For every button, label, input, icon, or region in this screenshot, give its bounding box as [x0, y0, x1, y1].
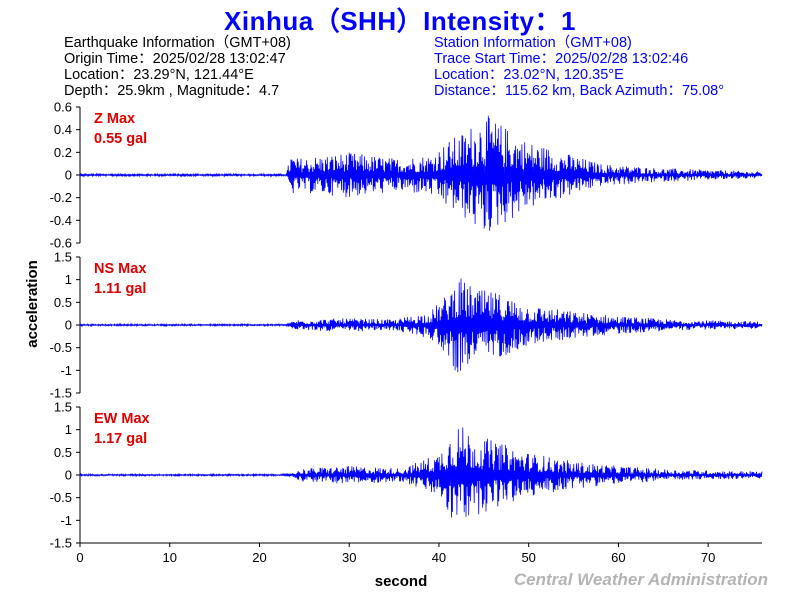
- y-tick-label: 0: [65, 168, 72, 183]
- y-tick-label: 1: [65, 422, 72, 437]
- trace-ns: [79, 278, 763, 373]
- y-tick-label: -1.5: [50, 386, 72, 401]
- x-axis-label: second: [375, 573, 428, 590]
- y-tick-label: 0.5: [54, 295, 72, 310]
- y-tick-label: -0.5: [50, 490, 72, 505]
- y-tick-label: -0.2: [50, 190, 72, 205]
- max-value-ns: 1.11 gal: [94, 281, 146, 297]
- y-tick-label: -0.6: [50, 236, 72, 251]
- station-info: Station Information（GMT+08) Trace Start …: [434, 35, 724, 99]
- station-info-heading: Station Information（GMT+08): [434, 35, 632, 51]
- x-tick-label: 30: [342, 550, 356, 565]
- y-tick-label: 0.6: [54, 100, 72, 115]
- max-label-z: Z Max: [94, 111, 135, 127]
- y-tick-label: 0.5: [54, 445, 72, 460]
- y-tick-label: -1: [60, 513, 72, 528]
- x-tick-label: 10: [163, 550, 177, 565]
- y-axis-label: acceleration: [24, 260, 41, 348]
- x-tick-label: 60: [611, 550, 625, 565]
- y-tick-label: 1.5: [54, 250, 72, 265]
- depth-magnitude: Depth：25.9km , Magnitude：4.7: [64, 83, 280, 99]
- y-tick-label: -1.5: [50, 536, 72, 551]
- y-tick-label: 0: [65, 468, 72, 483]
- epicenter-location: Location：23.29°N, 121.44°E: [64, 67, 254, 83]
- trace-z: [79, 115, 763, 231]
- station-location: Location：23.02°N, 120.35°E: [434, 67, 624, 83]
- y-tick-label: -0.5: [50, 340, 72, 355]
- y-tick-label: -1: [60, 363, 72, 378]
- y-tick-label: -0.4: [50, 213, 72, 228]
- y-tick-label: 0.4: [54, 122, 72, 137]
- x-tick-label: 20: [252, 550, 266, 565]
- trace-start-time: Trace Start Time：2025/02/28 13:02:46: [434, 51, 689, 67]
- origin-time: Origin Time：2025/02/28 13:02:47: [64, 51, 286, 67]
- x-tick-label: 70: [701, 550, 715, 565]
- y-tick-label: 0: [65, 318, 72, 333]
- earthquake-info-heading: Earthquake Information（GMT+08): [64, 35, 291, 51]
- max-label-ns: NS Max: [94, 261, 146, 277]
- max-label-ew: EW Max: [94, 411, 150, 427]
- x-tick-label: 40: [432, 550, 446, 565]
- x-tick-label: 0: [76, 550, 83, 565]
- trace-ew: [79, 427, 763, 518]
- chart-title: Xinhua（SHH）Intensity：1: [224, 6, 576, 36]
- y-tick-label: 1.5: [54, 400, 72, 415]
- earthquake-info: Earthquake Information（GMT+08) Origin Ti…: [64, 35, 291, 99]
- y-tick-label: 1: [65, 272, 72, 287]
- max-value-z: 0.55 gal: [94, 131, 147, 147]
- y-tick-label: 0.2: [54, 145, 72, 160]
- x-tick-label: 50: [521, 550, 535, 565]
- agency-credit: Central Weather Administration: [513, 570, 768, 589]
- max-value-ew: 1.17 gal: [94, 431, 147, 447]
- distance-azimuth: Distance：115.62 km, Back Azimuth：75.08°: [434, 83, 725, 99]
